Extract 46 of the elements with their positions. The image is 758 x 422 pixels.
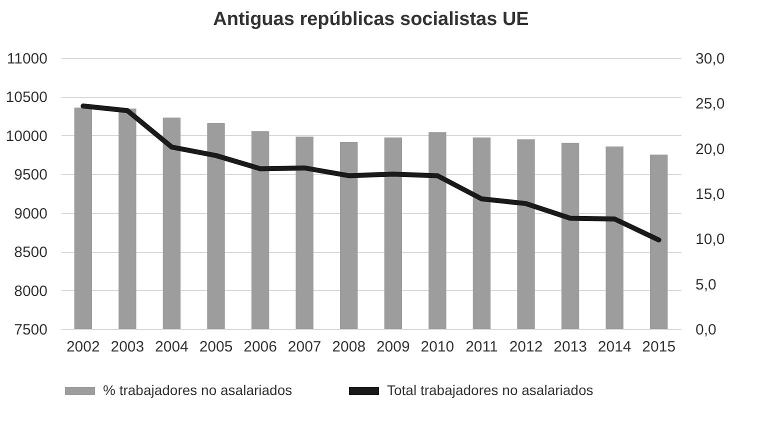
legend-label: Total trabajadores no asalariados [387, 382, 594, 398]
legend-label: % trabajadores no asalariados [103, 382, 292, 398]
y2-tick-label: 5,0 [696, 276, 716, 294]
y-tick-label: 11000 [6, 50, 48, 68]
y2-tick-label: 25,0 [696, 96, 725, 113]
bar [472, 137, 491, 329]
bar [296, 136, 314, 329]
x-tick-label: 2011 [466, 338, 498, 356]
y2-tick-label: 30,0 [696, 50, 725, 68]
bar [650, 154, 668, 329]
x-tick-label: 2003 [110, 338, 144, 356]
y2-tick-label: 0,0 [696, 322, 716, 338]
x-tick-label: 2010 [420, 338, 454, 356]
bar [340, 142, 358, 329]
x-tick-label: 2014 [598, 338, 632, 356]
y-tick-label: 8500 [14, 244, 48, 262]
bar [561, 142, 580, 329]
bar [428, 132, 446, 329]
bar [251, 131, 270, 329]
x-tick-label: 2008 [332, 338, 366, 356]
bar [517, 139, 535, 329]
x-tick-label: 2015 [642, 338, 676, 356]
x-tick-label: 2004 [155, 338, 188, 356]
x-tick-label: 2013 [554, 338, 587, 356]
bar [74, 108, 92, 329]
bar [118, 108, 136, 329]
x-tick-label: 2012 [509, 338, 543, 356]
x-tick-label: 2006 [244, 338, 277, 356]
bar [606, 146, 624, 329]
x-tick-label: 2007 [288, 338, 322, 356]
y-tick-label: 8000 [14, 282, 48, 300]
bar [384, 137, 402, 329]
x-tick-label: 2005 [199, 338, 233, 356]
chart-title: Antiguas repúblicas socialistas UE [213, 9, 529, 30]
x-tick-label: 2009 [376, 338, 410, 356]
y-tick-label: 10500 [6, 89, 48, 106]
y2-tick-label: 10,0 [696, 231, 725, 248]
y2-tick-label: 15,0 [696, 186, 725, 203]
y-tick-label: 9500 [14, 166, 48, 184]
y-tick-label: 9000 [14, 205, 48, 222]
y2-tick-label: 20,0 [696, 140, 725, 158]
bar [207, 123, 225, 329]
x-tick-label: 2002 [66, 338, 100, 356]
y-tick-label: 7500 [14, 322, 48, 338]
y-tick-label: 10000 [6, 128, 48, 145]
bar [162, 118, 181, 329]
